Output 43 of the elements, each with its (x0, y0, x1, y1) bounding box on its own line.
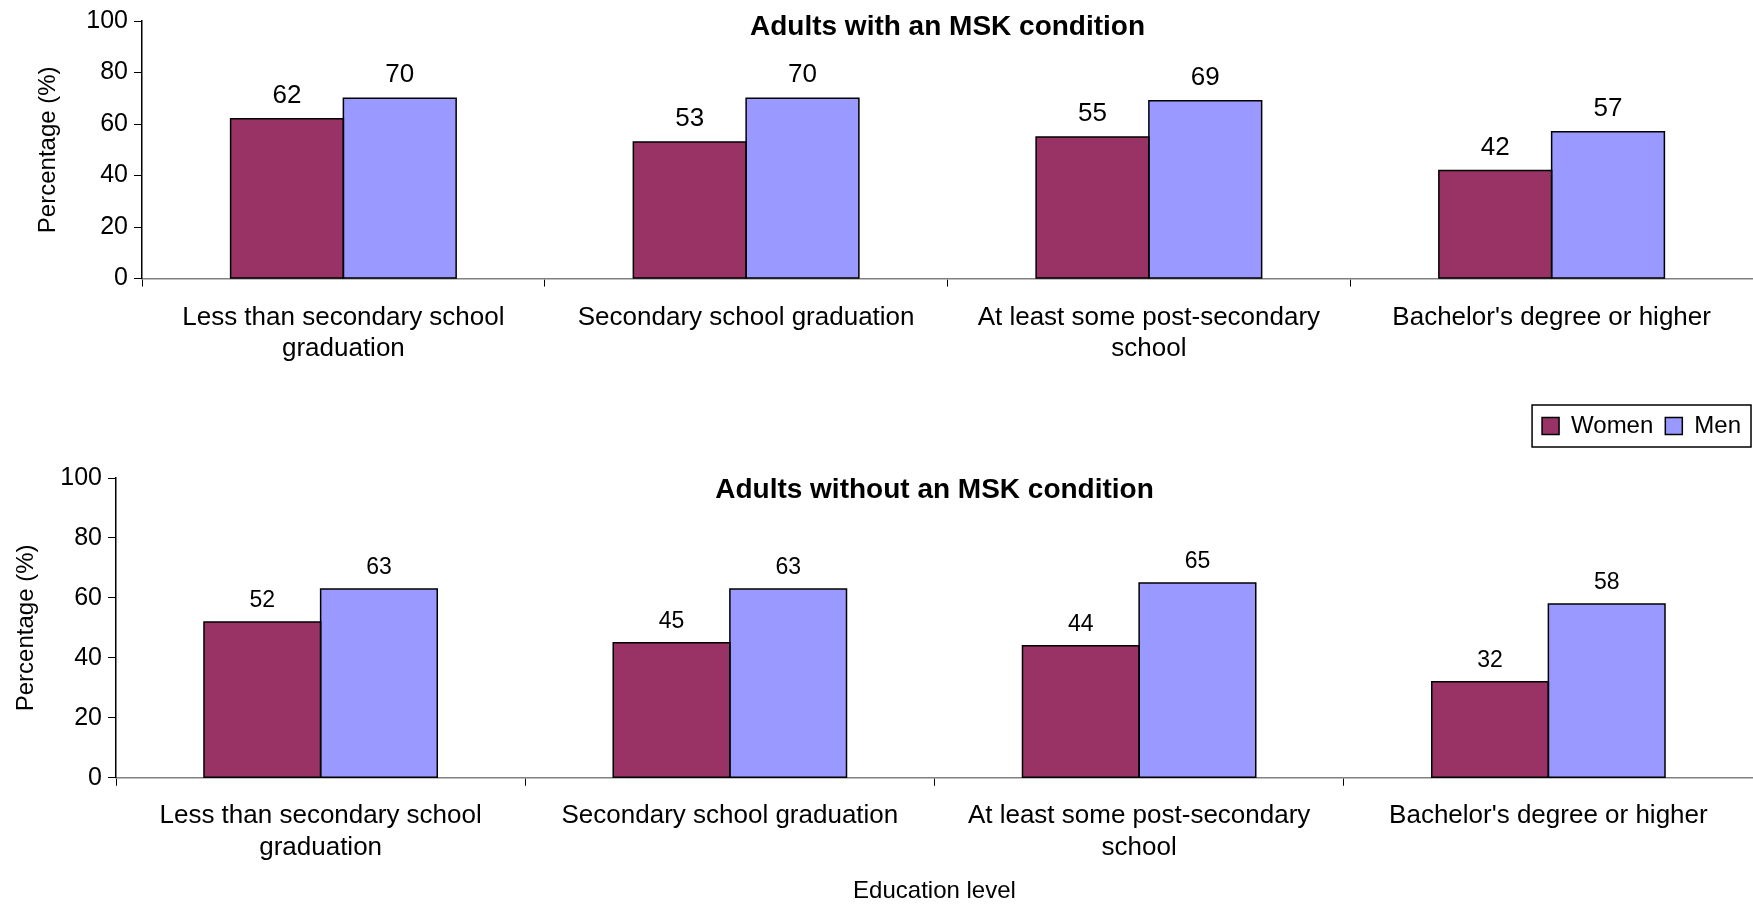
y-tick-label: 80 (74, 521, 102, 550)
data-label: 55 (1078, 97, 1107, 128)
y-axis-title: Percentage (%) (11, 544, 39, 712)
x-tick-label: Less than secondary school graduation (182, 300, 505, 363)
data-label: 52 (249, 585, 276, 612)
x-tick-label: Secondary school graduation (561, 798, 899, 829)
chart-title: Adults without an MSK condition (715, 472, 1154, 504)
data-label: 44 (1068, 609, 1094, 636)
data-label: 53 (675, 102, 705, 133)
y-tick-label: 100 (60, 461, 102, 490)
data-label: 70 (385, 58, 415, 89)
y-tick-label: 80 (100, 56, 128, 85)
y-tick-label: 40 (74, 641, 102, 670)
x-tick-label: At least some post-secondary school (967, 798, 1311, 861)
data-label: 63 (775, 552, 801, 579)
data-label: 70 (788, 58, 817, 89)
data-label: 65 (1184, 546, 1211, 573)
x-tick-label: At least some post-secondary school (977, 300, 1321, 363)
data-label: 32 (1477, 645, 1503, 672)
y-axis-title: Percentage (%) (33, 66, 61, 234)
x-tick-label: Bachelor's degree or higher (1389, 798, 1709, 829)
y-tick-label: 0 (88, 761, 102, 790)
x-axis-title: Education level (853, 876, 1016, 904)
data-label: 62 (272, 79, 302, 110)
y-tick-label: 60 (100, 107, 128, 136)
data-label: 69 (1190, 61, 1220, 92)
x-tick-label: Less than secondary school graduation (159, 798, 482, 861)
data-label: 57 (1593, 91, 1623, 122)
y-tick-label: 60 (74, 581, 102, 610)
legend-label: Women (1571, 410, 1654, 438)
y-tick-label: 20 (74, 701, 102, 730)
chart-title: Adults with an MSK condition (749, 9, 1146, 41)
data-label: 42 (1480, 130, 1510, 161)
y-tick-label: 40 (100, 159, 128, 188)
x-tick-label: Secondary school graduation (577, 300, 915, 331)
y-tick-label: 20 (100, 210, 128, 239)
legend-label: Men (1694, 410, 1741, 438)
x-tick-label: Bachelor's degree or higher (1392, 300, 1712, 331)
y-tick-label: 100 (86, 4, 128, 33)
data-label: 45 (658, 606, 685, 633)
data-label: 63 (366, 552, 392, 579)
data-label: 58 (1593, 567, 1620, 594)
y-tick-label: 0 (114, 262, 128, 291)
